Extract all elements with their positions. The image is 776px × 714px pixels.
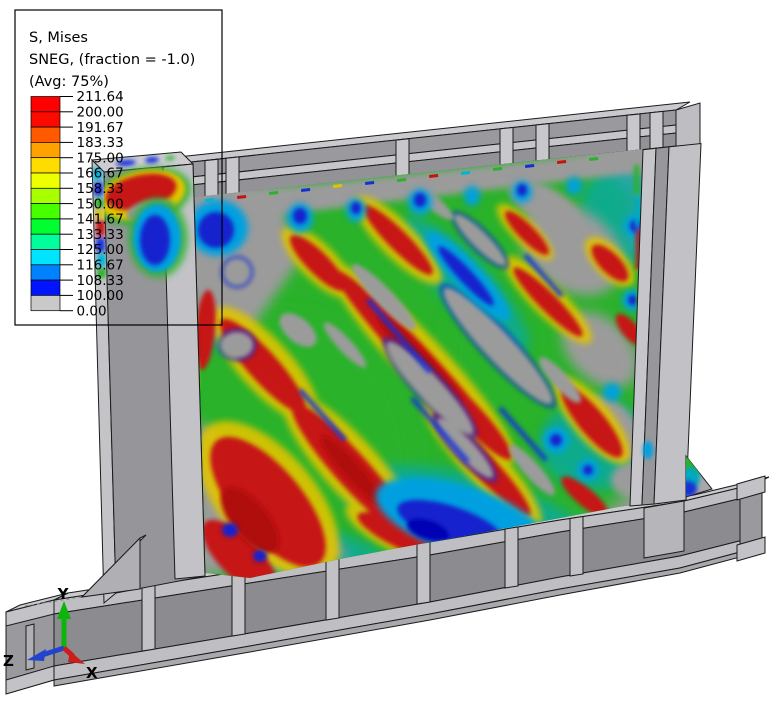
x-axis-label: X bbox=[86, 664, 98, 682]
x-axis-arrowhead bbox=[68, 651, 85, 664]
legend-averaging: (Avg: 75%) bbox=[29, 74, 109, 90]
legend-tick-label: 100.00 bbox=[77, 288, 124, 304]
legend-color-band bbox=[30, 249, 61, 266]
legend-color-band bbox=[30, 157, 61, 174]
legend-color-band bbox=[30, 203, 61, 220]
legend-tick-label: 200.00 bbox=[77, 105, 124, 121]
axis-triad: Y Z X bbox=[3, 585, 98, 682]
base-girder-right-end bbox=[736, 475, 766, 562]
left-base-gusset bbox=[80, 534, 147, 598]
legend-tick-label: 108.33 bbox=[77, 273, 124, 289]
legend-color-band bbox=[30, 126, 61, 143]
base-girder bbox=[5, 475, 770, 695]
legend-subtitle: SNEG, (fraction = -1.0) bbox=[29, 52, 195, 68]
column-head-stress bbox=[104, 166, 192, 278]
z-axis-label: Z bbox=[3, 652, 14, 670]
legend-tick-label: 158.33 bbox=[77, 181, 124, 197]
legend-tick-labels: 211.64 200.00 191.67 183.33 175.00 166.6… bbox=[77, 89, 124, 319]
legend-tick-label: 175.00 bbox=[77, 150, 124, 166]
legend-title: S, Mises bbox=[29, 30, 88, 46]
column-edge-stress bbox=[93, 168, 106, 278]
z-axis-shaft bbox=[41, 645, 65, 658]
legend-tick-label: 116.67 bbox=[77, 258, 124, 274]
legend-color-band bbox=[30, 96, 61, 113]
right-column bbox=[629, 142, 702, 507]
legend-tick-label: 141.67 bbox=[77, 212, 124, 228]
legend-colorbar bbox=[30, 96, 61, 312]
y-axis-label: Y bbox=[57, 585, 70, 603]
column-cap-stress bbox=[116, 155, 175, 167]
legend-color-band bbox=[30, 295, 61, 312]
legend-tick-marks bbox=[60, 96, 73, 312]
base-girder-left-end bbox=[5, 589, 126, 695]
legend-color-band bbox=[30, 142, 61, 159]
legend-color-band bbox=[30, 187, 61, 204]
stress-contour-field bbox=[185, 149, 643, 578]
legend-tick-label: 0.00 bbox=[77, 303, 107, 319]
legend-color-band bbox=[30, 218, 61, 235]
z-axis-arrowhead bbox=[27, 649, 46, 661]
legend-tick-label: 166.67 bbox=[77, 166, 124, 182]
legend-box bbox=[14, 9, 223, 326]
legend-color-band bbox=[30, 233, 61, 250]
legend-tick-label: 211.64 bbox=[77, 89, 124, 105]
legend-color-band bbox=[30, 264, 61, 281]
infill-plate bbox=[185, 149, 643, 578]
legend-color-band bbox=[30, 279, 61, 296]
legend-color-band bbox=[30, 111, 61, 128]
top-beam-end-cap bbox=[675, 102, 701, 150]
right-column-pedestal bbox=[643, 500, 685, 559]
legend-tick-label: 125.00 bbox=[77, 242, 124, 258]
legend-tick-label: 150.00 bbox=[77, 196, 124, 212]
top-beam bbox=[116, 101, 701, 207]
legend-color-band bbox=[30, 172, 61, 189]
right-column-outer-face bbox=[653, 142, 702, 505]
legend-tick-label: 191.67 bbox=[77, 120, 124, 136]
left-column bbox=[90, 151, 206, 605]
plate-top-edge-speckles bbox=[205, 157, 599, 202]
legend-tick-label: 183.33 bbox=[77, 135, 124, 151]
legend-tick-label: 133.33 bbox=[77, 227, 124, 243]
y-axis-arrowhead bbox=[57, 601, 71, 619]
stress-legend: S, Mises SNEG, (fraction = -1.0) (Avg: 7… bbox=[14, 9, 223, 326]
